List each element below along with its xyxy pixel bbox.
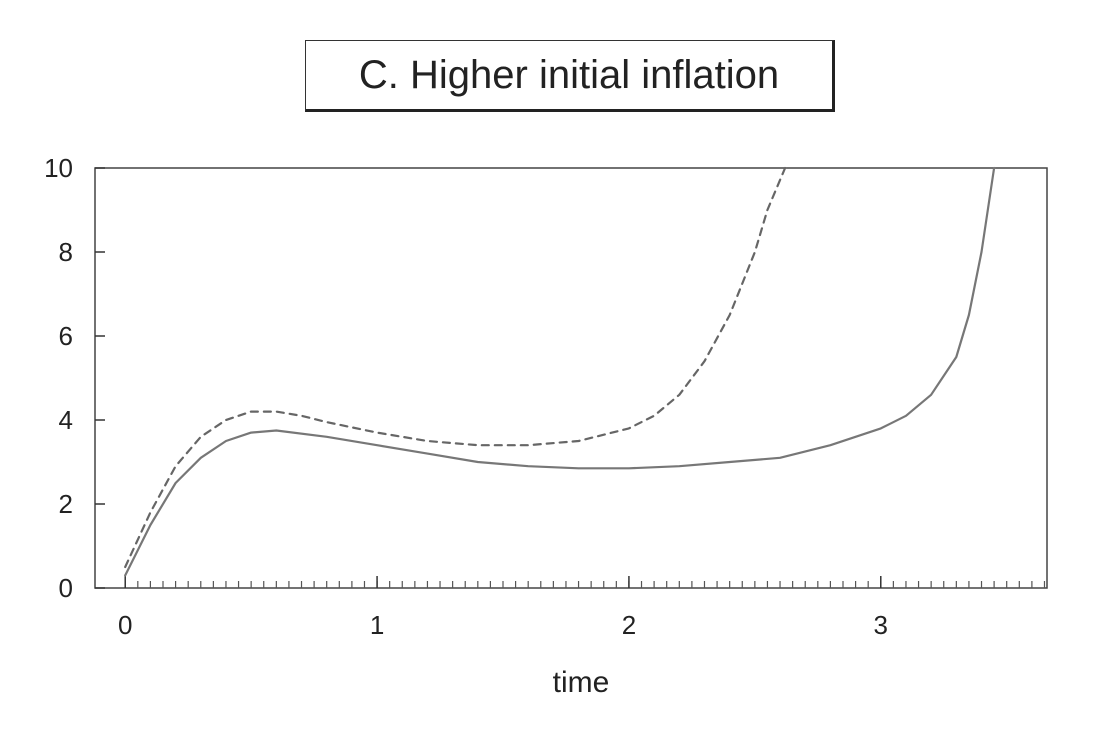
x-minor-ticks	[124, 581, 1046, 588]
x-axis-label: time	[553, 666, 610, 699]
y-tick-label: 0	[59, 573, 73, 603]
y-tick-label: 10	[44, 153, 73, 183]
series-line-1	[124, 166, 787, 569]
y-tick-label: 2	[59, 489, 73, 519]
x-tick-label: 1	[370, 610, 384, 640]
chart-title: C. Higher initial inflation	[305, 40, 835, 112]
plot-border	[94, 167, 1048, 589]
series-layer	[124, 166, 996, 577]
y-tick-label: 4	[59, 405, 73, 435]
x-axis: 0 1 2 3	[118, 576, 888, 640]
y-tick-label: 8	[59, 237, 73, 267]
plot-area	[94, 167, 1048, 589]
x-tick-label: 3	[874, 610, 888, 640]
y-axis: 0 2 4 6 8 10	[44, 153, 105, 603]
y-tick-label: 6	[59, 321, 73, 351]
x-tick-label: 0	[118, 610, 132, 640]
x-tick-label: 2	[622, 610, 636, 640]
series-line-2	[124, 166, 996, 577]
